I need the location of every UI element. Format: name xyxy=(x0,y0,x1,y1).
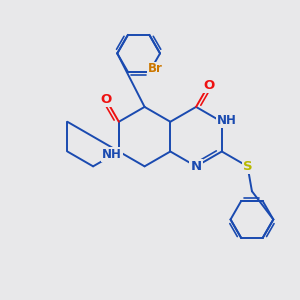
Text: NH: NH xyxy=(102,148,122,161)
Text: Br: Br xyxy=(148,62,163,76)
Text: N: N xyxy=(190,160,202,173)
Text: S: S xyxy=(243,160,252,173)
Text: O: O xyxy=(100,93,112,106)
Text: O: O xyxy=(203,79,214,92)
Text: NH: NH xyxy=(217,114,237,127)
